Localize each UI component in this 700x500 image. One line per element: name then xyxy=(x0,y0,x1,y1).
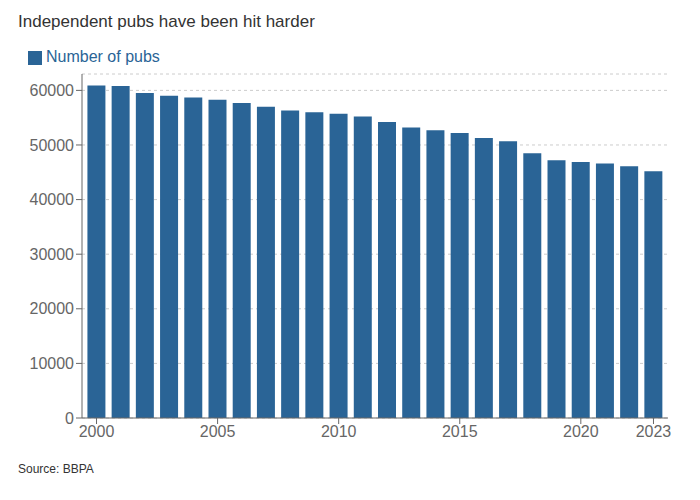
html-text:Source: BBPA: Source: BBPA xyxy=(18,462,94,476)
svg-text:2005: 2005 xyxy=(200,423,236,440)
svg-text:10000: 10000 xyxy=(30,355,75,372)
svg-text:20000: 20000 xyxy=(30,300,75,317)
svg-text:2000: 2000 xyxy=(79,423,115,440)
svg-text:2015: 2015 xyxy=(442,423,478,440)
svg-text:50000: 50000 xyxy=(30,137,75,154)
svg-text:2010: 2010 xyxy=(321,423,357,440)
html-text:Independent pubs have been hit: Independent pubs have been hit harder xyxy=(18,12,315,31)
svg-text:2020: 2020 xyxy=(563,423,599,440)
svg-text:2023: 2023 xyxy=(636,423,672,440)
html-text:Number of pubs: Number of pubs xyxy=(46,48,160,65)
svg-text:40000: 40000 xyxy=(30,191,75,208)
svg-text:30000: 30000 xyxy=(30,246,75,263)
svg-text:0: 0 xyxy=(65,410,74,427)
svg-text:60000: 60000 xyxy=(30,82,75,99)
